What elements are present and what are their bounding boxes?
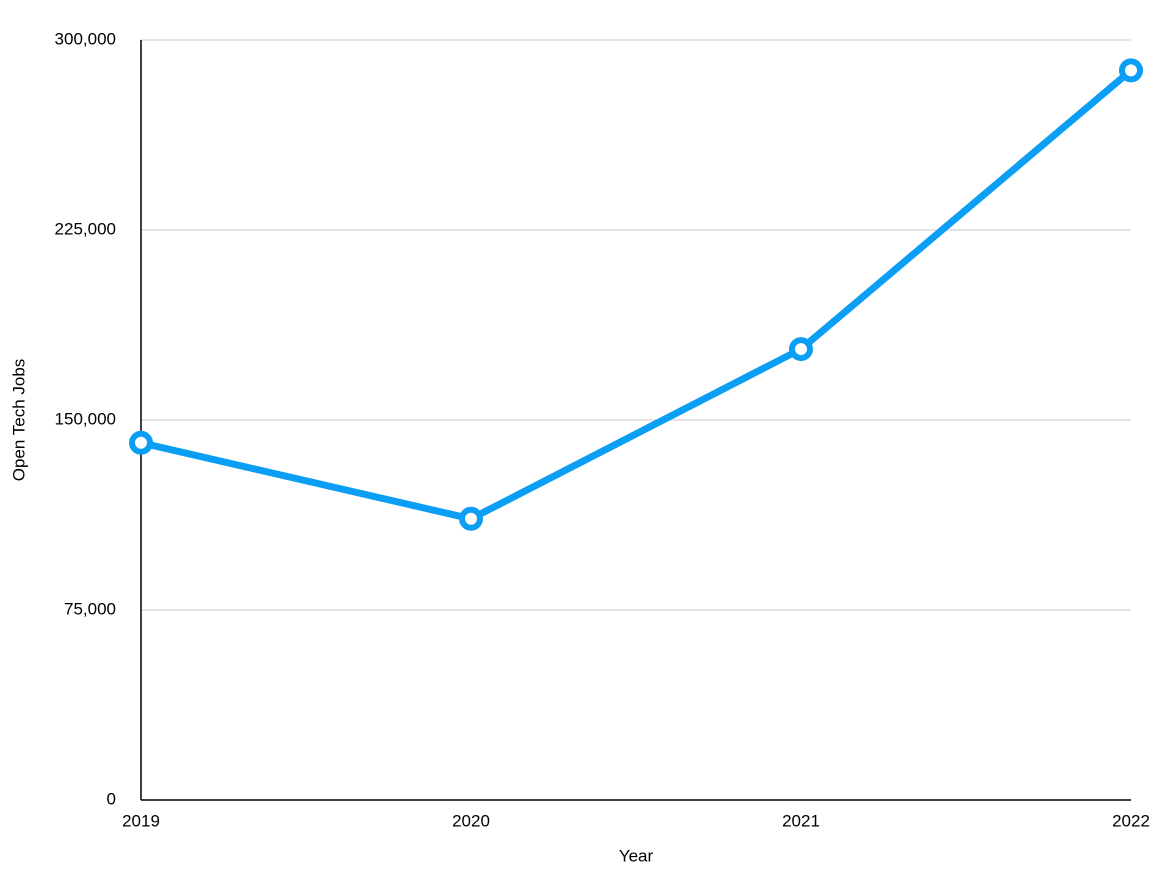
x-axis-label: Year [619, 846, 654, 865]
x-tick-label: 2019 [122, 811, 160, 830]
data-point [789, 337, 813, 362]
data-point [129, 430, 153, 455]
data-line [137, 66, 1135, 523]
x-tick-label: 2020 [452, 811, 490, 830]
data-point [459, 506, 483, 531]
y-tick-label: 150,000 [55, 409, 116, 428]
y-tick-label: 225,000 [55, 219, 116, 238]
y-axis-label: Open Tech Jobs [9, 359, 28, 482]
x-tick-label: 2021 [782, 811, 820, 830]
y-tick-label: 0 [107, 789, 116, 808]
y-tick-label: 300,000 [55, 29, 116, 48]
y-tick-label: 75,000 [64, 599, 116, 618]
x-tick-label: 2022 [1112, 811, 1150, 830]
data-point [1119, 58, 1143, 83]
